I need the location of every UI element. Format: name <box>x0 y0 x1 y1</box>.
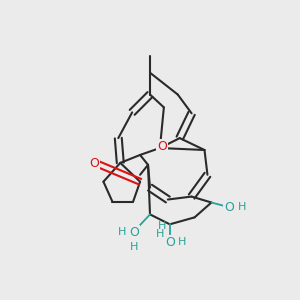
Text: O: O <box>129 226 139 239</box>
Text: H: H <box>118 227 126 237</box>
Text: O: O <box>165 236 175 249</box>
Text: O: O <box>224 201 234 214</box>
Text: H: H <box>238 202 247 212</box>
Text: H: H <box>156 229 164 239</box>
Text: O: O <box>90 158 100 170</box>
Text: O: O <box>157 140 167 152</box>
Text: H: H <box>158 221 166 231</box>
Text: H: H <box>130 242 138 252</box>
Text: H: H <box>178 237 186 247</box>
